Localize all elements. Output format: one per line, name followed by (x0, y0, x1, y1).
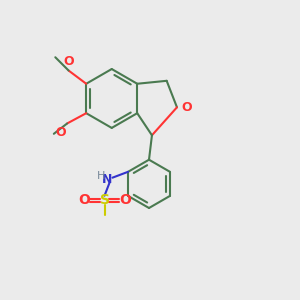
Text: S: S (100, 193, 110, 207)
Text: N: N (101, 172, 112, 186)
Text: O: O (182, 101, 192, 114)
Text: O: O (119, 193, 131, 207)
Text: H: H (97, 171, 105, 181)
Text: O: O (55, 126, 66, 140)
Text: O: O (78, 193, 90, 207)
Text: O: O (63, 55, 74, 68)
